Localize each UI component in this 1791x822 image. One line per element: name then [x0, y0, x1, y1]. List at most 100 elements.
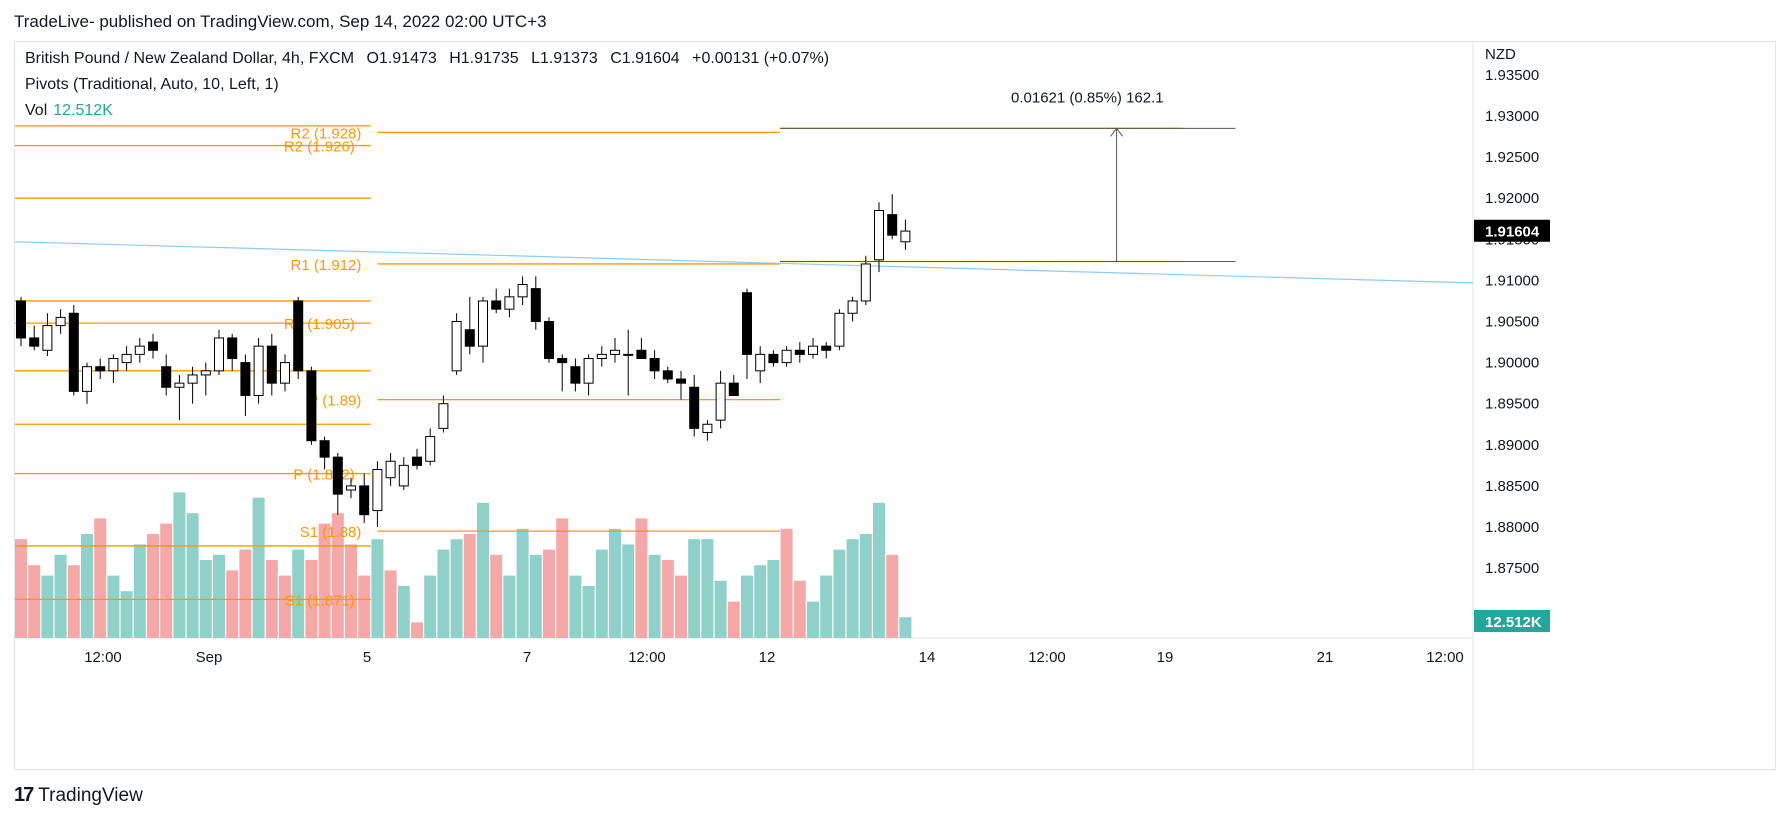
volume-bar	[477, 502, 489, 638]
volume-bar	[556, 518, 569, 638]
candle-body	[82, 366, 92, 392]
volume-bar	[226, 570, 239, 638]
candle-body	[610, 349, 620, 355]
candle-body	[148, 341, 158, 351]
chart-panel[interactable]: R2 (1.926) R1 (1.905) P (1.892) S1 (1.871) R…	[14, 41, 1777, 771]
candle-body	[42, 325, 53, 351]
volume-bar	[28, 565, 41, 638]
candle-body	[306, 370, 317, 442]
candle-body	[623, 353, 634, 356]
volume-bar	[133, 544, 146, 638]
candle-body	[557, 357, 568, 364]
price-tick-label: 1.92500	[1485, 149, 1539, 166]
volume-bar	[727, 601, 740, 638]
candle-body	[293, 300, 304, 372]
candle-body	[372, 468, 383, 512]
symbol-name[interactable]: British Pound / New Zealand Dollar, 4h, …	[25, 50, 355, 67]
volume-bar	[754, 565, 767, 638]
pivot-label: S1 (1.88)	[300, 524, 362, 541]
price-tick-label: 1.93000	[1485, 108, 1539, 125]
volume-bar	[661, 560, 674, 638]
price-tick-label: 1.88000	[1485, 519, 1539, 536]
volume-bar	[780, 528, 793, 638]
candle-body	[187, 374, 198, 384]
time-tick-label: 21	[1317, 649, 1334, 666]
volume-bar	[371, 539, 384, 638]
candle-body	[398, 464, 409, 487]
volume-bar	[239, 549, 252, 638]
tradingview-brand: TradingView	[38, 784, 143, 806]
volume-indicator-label[interactable]: Vol	[25, 102, 48, 119]
candle-body	[728, 382, 739, 396]
candle-body	[676, 378, 686, 384]
legend-symbol-row[interactable]: British Pound / New Zealand Dollar, 4h, …	[25, 46, 837, 72]
tradingview-logo-icon: 17	[14, 784, 34, 806]
candle-body	[768, 353, 779, 364]
volume-bar	[741, 575, 753, 638]
candle-body	[781, 349, 792, 364]
volume-bar	[529, 554, 542, 638]
candle-body	[266, 345, 277, 384]
candle-body	[821, 345, 832, 351]
candle-body	[385, 460, 396, 479]
publish-header: TradeLive- published on TradingView.com,…	[14, 12, 547, 31]
volume-bar	[569, 575, 582, 638]
volume-bar	[173, 492, 186, 638]
time-tick-label: Sep	[196, 649, 223, 666]
pivot-label: P (1.89)	[308, 393, 361, 410]
candle-body	[715, 382, 726, 421]
volume-bar	[345, 544, 357, 638]
tradingview-footer[interactable]: 17 TradingView	[14, 784, 143, 807]
price-tick-label: 1.90500	[1485, 314, 1539, 331]
candle-body	[438, 403, 449, 429]
price-chart[interactable]: R2 (1.926)R1 (1.905)P (1.892)S1 (1.871)R…	[15, 42, 1777, 771]
legend-volume-row[interactable]: Vol 12.512K	[25, 98, 837, 124]
price-tick-label: 1.89500	[1485, 396, 1539, 413]
candle-body	[464, 329, 475, 347]
measure-label: 0.01621 (0.85%) 162.1	[1011, 89, 1164, 106]
candle-body	[478, 300, 488, 347]
candle-body	[214, 337, 224, 372]
candle-body	[346, 485, 356, 491]
price-tick-label: 1.92000	[1485, 190, 1539, 207]
volume-bar	[899, 617, 912, 638]
candle-body	[412, 456, 422, 466]
volume-bar	[331, 513, 344, 638]
candle-body	[742, 292, 752, 355]
volume-bar	[252, 497, 265, 638]
volume-bar	[622, 544, 635, 638]
candle-body	[16, 300, 26, 339]
trendline	[15, 241, 1474, 284]
candle-body	[280, 362, 290, 384]
candle-body	[491, 300, 502, 310]
legend-pivots-row[interactable]: Pivots (Traditional, Auto, 10, Left, 1)	[25, 72, 837, 98]
candle-body	[161, 366, 172, 388]
pivots-indicator-label[interactable]: Pivots (Traditional, Auto, 10, Left, 1)	[25, 76, 279, 93]
price-tick-label: 1.91000	[1485, 272, 1539, 289]
candle-body	[847, 300, 858, 314]
price-tick-label: 1.93500	[1485, 67, 1539, 84]
candle-body	[794, 349, 805, 355]
low-value: L1.91373	[531, 50, 598, 67]
volume-bar	[886, 554, 899, 638]
last-volume-tag	[1474, 610, 1550, 632]
candle-body	[121, 353, 132, 364]
volume-bar	[701, 539, 714, 638]
candle-body	[332, 456, 343, 495]
volume-bar	[648, 554, 661, 638]
volume-bar	[609, 528, 621, 638]
candle-body	[636, 349, 647, 359]
pivot-label: R2 (1.928)	[291, 125, 362, 142]
candle-body	[583, 357, 594, 384]
pivot-label: P (1.892)	[293, 467, 354, 484]
candle-body	[702, 423, 713, 433]
volume-bar	[516, 528, 529, 638]
pivot-label: R2 (1.926)	[284, 139, 355, 156]
candle-body	[55, 316, 66, 327]
candle-body	[240, 362, 251, 396]
volume-bar	[160, 523, 173, 638]
time-tick-label: 12:00	[84, 649, 122, 666]
time-tick-label: 14	[919, 649, 936, 666]
candle-body	[253, 345, 264, 396]
volume-bar	[595, 549, 608, 638]
